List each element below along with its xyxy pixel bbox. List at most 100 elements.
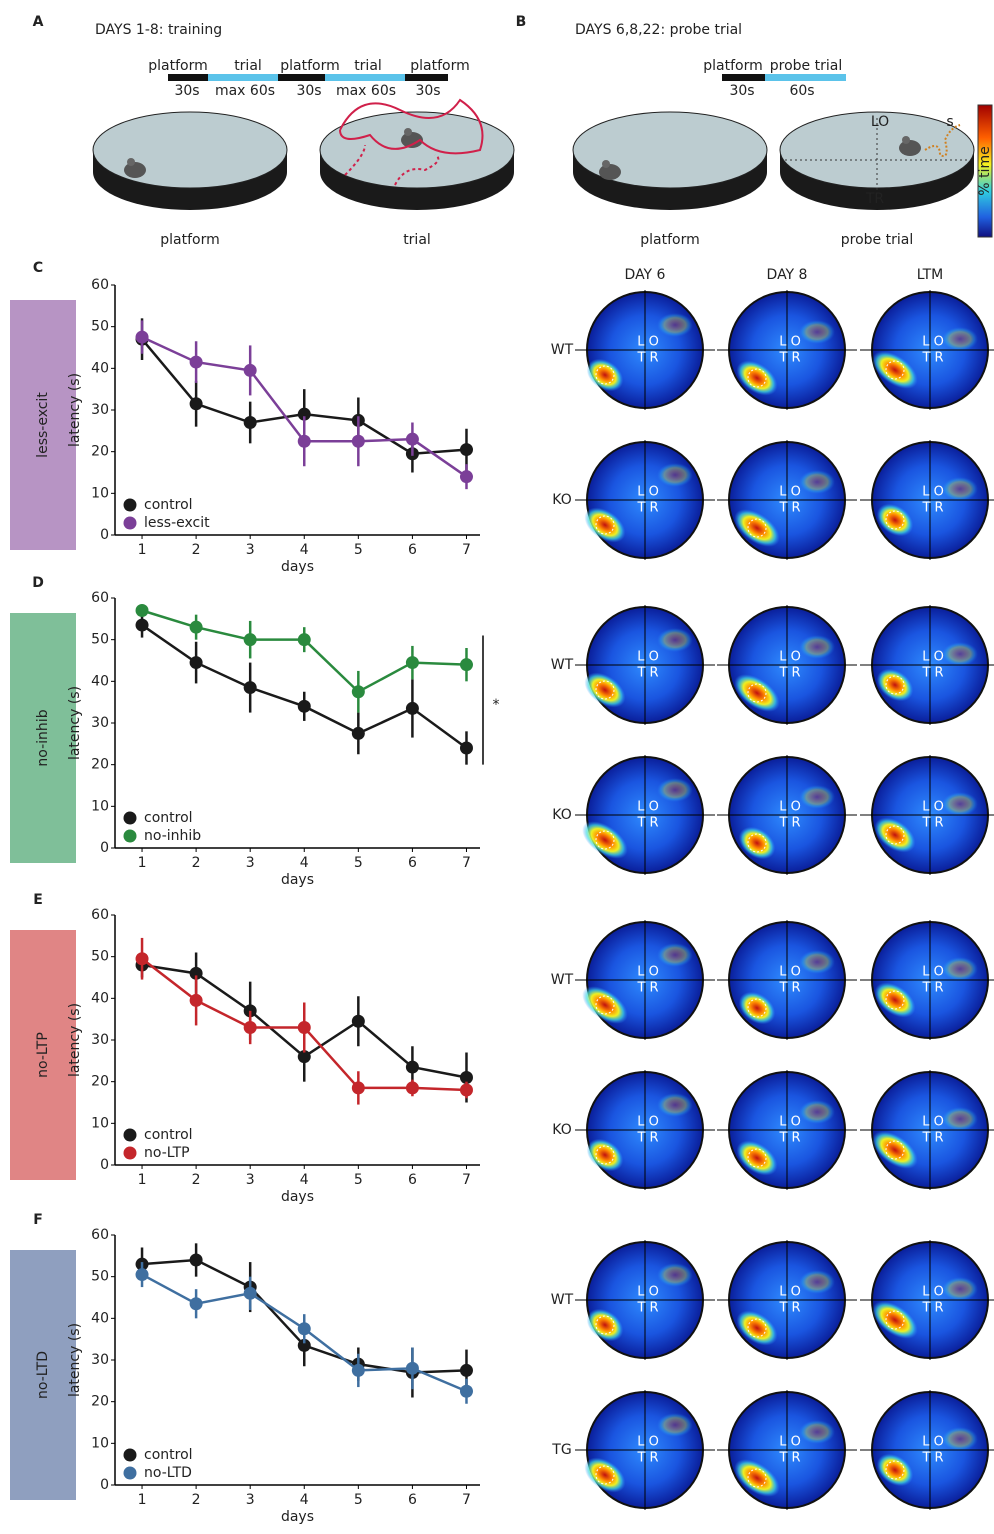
data-point: [243, 363, 257, 377]
y-tick-label: 30: [91, 402, 109, 418]
data-point: [459, 741, 473, 755]
heatmap-quadrant: T R: [636, 1131, 658, 1146]
group-label: no-LTP: [35, 1032, 51, 1078]
x-tick-label: 6: [408, 542, 417, 558]
platform-outline: [885, 510, 905, 530]
panel-letter: D: [32, 575, 44, 591]
timeline-segment: [278, 74, 325, 81]
heatmap-row-label: WT: [551, 342, 574, 358]
timeline-segment: [168, 74, 208, 81]
heatmap-hotspot: [799, 785, 835, 809]
data-point: [243, 633, 257, 647]
y-tick-label: 20: [91, 444, 109, 460]
x-tick-label: 2: [192, 855, 201, 871]
heatmap-quadrant: T R: [921, 1131, 943, 1146]
heatmap-quadrant: L O: [779, 800, 801, 815]
heatmap-quadrant: T R: [921, 1451, 943, 1466]
y-tick-label: 40: [91, 673, 109, 689]
data-point: [297, 1322, 311, 1336]
quadrant-label: TR: [865, 191, 885, 207]
heatmap-hotspot: [942, 477, 978, 501]
x-tick-label: 2: [192, 1172, 201, 1188]
x-tick-label: 6: [408, 1172, 417, 1188]
heatmap-hotspot: [657, 1413, 693, 1437]
data-point: [135, 330, 149, 344]
timeline-duration: 30s: [415, 83, 440, 99]
heatmap-quadrant: T R: [636, 981, 658, 996]
y-axis-title: latency (s): [67, 686, 83, 760]
group-bar: [10, 613, 76, 863]
x-tick-label: 1: [138, 542, 147, 558]
panel-letter: A: [33, 14, 44, 30]
heatmap-hotspot: [942, 1427, 978, 1451]
timeline-label: platform: [148, 58, 208, 74]
heatmap-hotspot: [657, 628, 693, 652]
heatmap-quadrant: L O: [637, 800, 659, 815]
heatmap-hotspot: [586, 358, 624, 392]
platform-outline: [747, 833, 767, 853]
data-point: [297, 1021, 311, 1034]
timeline-segment: [722, 74, 765, 81]
heatmap-quadrant: L O: [779, 485, 801, 500]
data-point: [459, 443, 473, 457]
x-tick-label: 4: [300, 542, 309, 558]
heatmap-hotspot: [738, 991, 776, 1025]
x-tick-label: 1: [138, 1172, 147, 1188]
heatmap-hotspot: [942, 642, 978, 666]
y-tick-label: 20: [91, 1074, 109, 1090]
colorbar-label: % time: [977, 146, 993, 195]
data-point: [405, 701, 419, 715]
x-tick-label: 4: [300, 1172, 309, 1188]
platform-outline: [595, 365, 615, 385]
y-tick-label: 40: [91, 360, 109, 376]
heatmap-hotspot: [738, 826, 776, 860]
legend-label: no-LTP: [144, 1145, 190, 1161]
heatmap-quadrant: T R: [921, 1301, 943, 1316]
y-tick-label: 10: [91, 485, 109, 501]
y-tick-label: 50: [91, 1269, 109, 1285]
heatmap-quadrant: T R: [921, 981, 943, 996]
heatmap-hotspot: [657, 463, 693, 487]
heatmap-quadrant: T R: [778, 1451, 800, 1466]
y-tick-label: 60: [91, 907, 109, 923]
heatmap-quadrant: L O: [922, 485, 944, 500]
heatmap-hotspot: [582, 821, 628, 859]
colorbar: [977, 104, 993, 238]
heatmap-hotspot: [872, 1131, 918, 1169]
panel-letter: F: [33, 1212, 43, 1228]
timeline-label: platform: [280, 58, 340, 74]
heatmap-quadrant: T R: [778, 501, 800, 516]
heatmap-hotspot: [657, 943, 693, 967]
timeline-duration: 30s: [729, 83, 754, 99]
data-point: [351, 1081, 365, 1095]
timeline-duration: 60s: [789, 83, 814, 99]
data-point: [459, 470, 473, 484]
panel-letter: B: [516, 14, 527, 30]
heatmap-hotspot: [874, 982, 916, 1018]
heatmap-quadrant: L O: [922, 1435, 944, 1450]
heatmap-quadrant: L O: [637, 1115, 659, 1130]
heatmap-quadrant: L O: [779, 1285, 801, 1300]
group-label: no-LTD: [35, 1351, 51, 1399]
legend-label: control: [144, 810, 193, 826]
heatmap-hotspot: [734, 674, 780, 712]
x-axis-title: days: [281, 1189, 314, 1205]
timeline-duration: 30s: [174, 83, 199, 99]
x-tick-label: 5: [354, 855, 363, 871]
platform-outline: [595, 680, 615, 700]
heatmap-quadrant: L O: [779, 335, 801, 350]
data-point: [243, 1286, 257, 1300]
heatmap-quadrant: T R: [636, 501, 658, 516]
data-point: [189, 656, 203, 670]
platform-outline: [747, 683, 767, 703]
pool-surface: [572, 111, 768, 189]
data-point: [189, 620, 203, 634]
y-tick-label: 10: [91, 798, 109, 814]
heatmap-hotspot: [584, 1457, 626, 1493]
y-tick-label: 10: [91, 1115, 109, 1131]
start-label: s: [946, 114, 953, 130]
heatmap-hotspot: [942, 1277, 978, 1301]
heatmap-quadrant: T R: [778, 666, 800, 681]
group-bar: [10, 300, 76, 550]
data-point: [135, 1268, 149, 1282]
